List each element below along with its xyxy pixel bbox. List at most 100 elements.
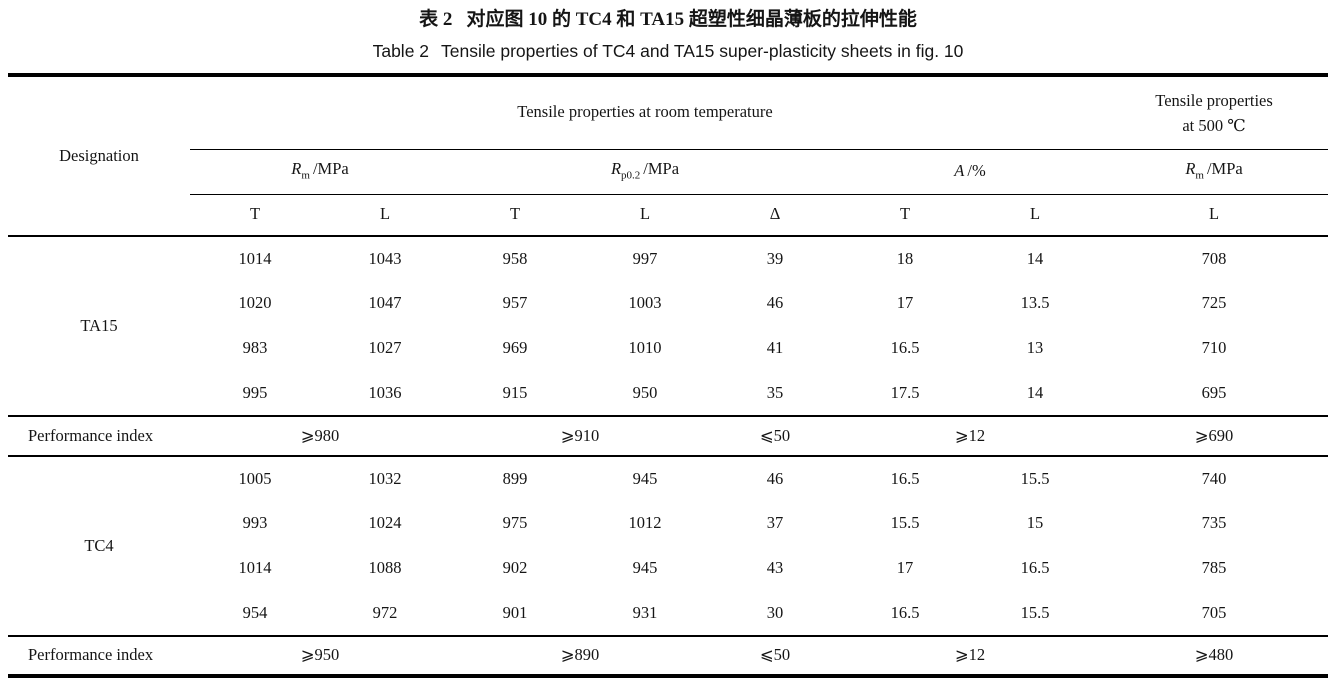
cell: 899 <box>502 468 528 488</box>
performance-delta: ⩽50 <box>710 635 840 677</box>
cell: 1024 <box>368 513 402 533</box>
col-header-room-temperature: Tensile properties at room temperature <box>190 75 1101 150</box>
cell: 705 <box>1201 602 1227 622</box>
cell: 30 <box>766 602 784 622</box>
cell: 1012 <box>628 513 662 533</box>
rm-symbol: R <box>291 159 302 179</box>
subcol-header-delta: Δ <box>710 194 840 237</box>
cell: 1047 <box>368 293 402 313</box>
cell: 15.5 <box>1020 602 1050 622</box>
cell: 931 <box>632 602 658 622</box>
col-header-500c-line2: at 500 ℃ <box>1182 115 1246 135</box>
cell: 972 <box>372 602 398 622</box>
cell: 18 <box>896 248 914 268</box>
performance-row-ta15: Performance index ⩾980 ⩾910 ⩽50 ⩾12 ⩾690 <box>8 415 1329 457</box>
a-unit: /% <box>967 161 986 181</box>
subcol-header-rm500-l: L <box>1100 194 1329 237</box>
table-row: 954 972 901 931 30 16.5 15.5 705 <box>8 591 1328 636</box>
caption-en-text: Tensile properties of TC4 and TA15 super… <box>441 41 964 61</box>
cell: 1043 <box>368 248 402 268</box>
table-row: 983 1027 969 1010 41 16.5 13 710 <box>8 326 1328 371</box>
cell: 17 <box>896 293 914 313</box>
cell: 1032 <box>368 468 402 488</box>
performance-label: Performance index <box>8 635 190 677</box>
table-row: TA15 1014 1043 958 997 39 18 14 708 <box>8 236 1328 335</box>
header-row-2: Rm/MPa Rp0.2/MPa A/% Rm/MPa <box>8 149 1329 195</box>
caption-zh-label: 表 2 <box>419 9 453 30</box>
table-row: 1020 1047 957 1003 46 17 13.5 725 <box>8 281 1328 326</box>
cell: 945 <box>632 558 658 578</box>
col-header-designation: Designation <box>8 75 190 237</box>
designation-cell: TC4 <box>84 535 114 555</box>
cell: 1014 <box>238 248 272 268</box>
performance-rm: ⩾950 <box>190 635 450 677</box>
table-row: 995 1036 915 950 35 17.5 14 695 <box>8 371 1328 416</box>
cell: 915 <box>502 382 528 402</box>
col-header-rm500: Rm/MPa <box>1100 149 1329 195</box>
cell: 1027 <box>368 338 402 358</box>
cell: 1036 <box>368 382 402 402</box>
subcol-header-a-l: L <box>970 194 1101 237</box>
cell: 958 <box>502 248 528 268</box>
performance-a: ⩾12 <box>840 415 1101 457</box>
cell: 46 <box>766 293 784 313</box>
cell: 39 <box>766 248 784 268</box>
table-caption-zh: 表 2 对应图 10 的 TC4 和 TA15 超塑性细晶薄板的拉伸性能 <box>0 0 1336 32</box>
cell: 16.5 <box>890 602 920 622</box>
cell: 954 <box>242 602 268 622</box>
cell: 1088 <box>368 558 402 578</box>
table-row: TC4 1005 1032 899 945 46 16.5 15.5 740 <box>8 456 1328 555</box>
col-header-rp02: Rp0.2/MPa <box>450 149 840 195</box>
performance-rp02: ⩾890 <box>450 635 710 677</box>
subcol-header-rm-t: T <box>190 194 320 237</box>
cell: 1010 <box>628 338 662 358</box>
table-caption-en: Table 2 Tensile properties of TC4 and TA1… <box>0 41 1336 62</box>
caption-zh-text: 对应图 10 的 TC4 和 TA15 超塑性细晶薄板的拉伸性能 <box>466 9 917 30</box>
cell: 13 <box>1026 338 1044 358</box>
cell: 945 <box>632 468 658 488</box>
cell: 1020 <box>238 293 272 313</box>
subcol-header-rp02-t: T <box>450 194 580 237</box>
rp02-unit: /MPa <box>643 159 680 179</box>
cell: 15 <box>1026 513 1044 533</box>
cell: 1003 <box>628 293 662 313</box>
cell: 993 <box>242 513 268 533</box>
cell: 16.5 <box>890 338 920 358</box>
cell: 41 <box>766 338 784 358</box>
cell: 35 <box>766 382 784 402</box>
performance-a: ⩾12 <box>840 635 1101 677</box>
cell: 708 <box>1201 248 1227 268</box>
cell: 969 <box>502 338 528 358</box>
cell: 957 <box>502 293 528 313</box>
performance-rm500: ⩾690 <box>1100 415 1329 457</box>
cell: 17 <box>896 558 914 578</box>
header-row-1: Designation Tensile properties at room t… <box>8 75 1329 237</box>
rm500-symbol: R <box>1185 159 1196 179</box>
cell: 740 <box>1201 468 1227 488</box>
cell: 16.5 <box>890 468 920 488</box>
tensile-properties-table: Designation Tensile properties at room t… <box>8 73 1329 678</box>
col-header-500c: Tensile properties at 500 ℃ <box>1100 75 1329 150</box>
cell: 1005 <box>238 468 272 488</box>
rm500-unit: /MPa <box>1206 159 1243 179</box>
cell: 710 <box>1201 338 1227 358</box>
cell: 997 <box>632 248 658 268</box>
rp02-symbol: R <box>610 159 622 179</box>
performance-label: Performance index <box>8 415 190 457</box>
cell: 15.5 <box>890 513 920 533</box>
cell: 901 <box>502 602 528 622</box>
cell: 16.5 <box>1020 558 1050 578</box>
cell: 695 <box>1201 382 1227 402</box>
col-header-rm: Rm/MPa <box>190 149 450 195</box>
cell: 975 <box>502 513 528 533</box>
rm-subscript: m <box>301 169 310 182</box>
cell: 735 <box>1201 513 1227 533</box>
performance-delta: ⩽50 <box>710 415 840 457</box>
col-header-500c-line1: Tensile properties <box>1155 90 1273 110</box>
cell: 14 <box>1026 248 1044 268</box>
cell: 43 <box>766 558 784 578</box>
table-row: 993 1024 975 1012 37 15.5 15 735 <box>8 501 1328 546</box>
subcol-header-a-t: T <box>840 194 970 237</box>
a-symbol: A <box>954 161 965 181</box>
header-row-3: T L T L Δ T L L <box>8 194 1329 237</box>
